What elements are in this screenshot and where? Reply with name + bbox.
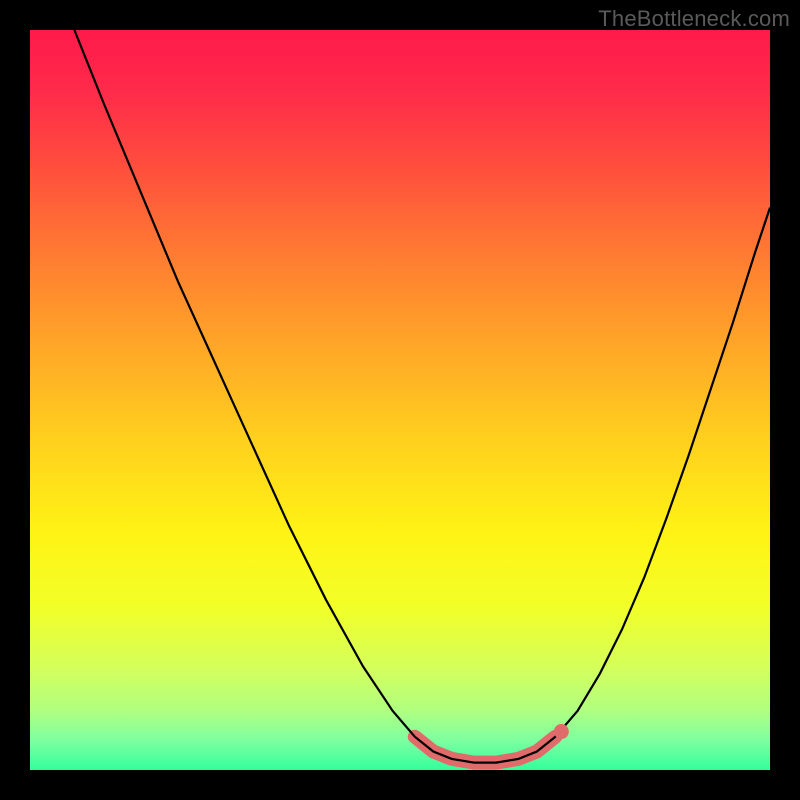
plot-background-gradient (30, 30, 770, 770)
bottleneck-curve-chart: TheBottleneck.com (0, 0, 800, 800)
current-config-marker (554, 725, 568, 739)
chart-svg (0, 0, 800, 800)
watermark-text: TheBottleneck.com (598, 6, 790, 32)
